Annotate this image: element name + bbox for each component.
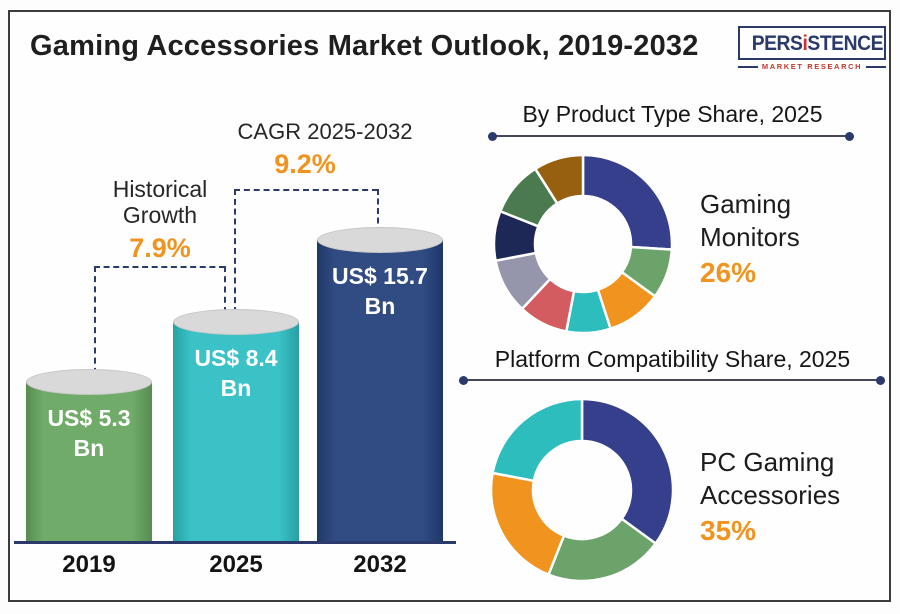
product-type-highlight-value: 26% xyxy=(700,257,757,288)
tagline-rule-left xyxy=(738,65,758,68)
bar-2019-unit: Bn xyxy=(73,434,105,461)
x-tick-2025: 2025 xyxy=(209,551,263,578)
platform-highlight-label: PC Gaming Accessories xyxy=(700,447,841,510)
historical-growth-value: 7.9% xyxy=(129,233,191,263)
bar-2025-unit: Bn xyxy=(220,374,252,401)
bar-2032: US$ 15.7 Bn xyxy=(317,227,443,543)
tagline-rule-right xyxy=(866,65,887,68)
infographic-frame xyxy=(8,10,891,602)
donut-segment xyxy=(491,397,584,483)
bar-2025-shade xyxy=(173,322,299,543)
donut-segment xyxy=(533,153,585,206)
brand-logo-box: PERSiSTENCE xyxy=(738,26,886,60)
brand-logo: PERSiSTENCE MARKET RESEARCH xyxy=(738,26,887,71)
platform-highlight-value: 35% xyxy=(700,515,757,546)
product-type-divider xyxy=(488,131,854,141)
brand-tagline-text: MARKET RESEARCH xyxy=(761,62,863,71)
product-type-highlight: Gaming Monitors 26% xyxy=(700,188,875,289)
product-type-section-title: By Product Type Share, 2025 xyxy=(522,101,823,127)
x-tick-2019: 2019 xyxy=(62,551,116,578)
historical-bracket-horizontal xyxy=(94,266,225,268)
cagr-bracket-drop-2032 xyxy=(377,189,379,233)
bar-2025-top-ellipse xyxy=(173,309,299,335)
brand-name-part2: STENCE xyxy=(807,32,884,55)
historical-bracket-drop-2025 xyxy=(224,266,226,313)
historical-growth-label: Historical Growth xyxy=(112,176,208,229)
bar-2025-value-label: US$ 8.4 Bn xyxy=(173,344,299,404)
bar-2019-value: US$ 5.3 xyxy=(47,405,131,431)
bar-2032-value: US$ 15.7 xyxy=(332,263,428,289)
bar-2032-body xyxy=(317,240,443,543)
bar-2019-shade xyxy=(26,382,152,543)
historical-bracket-drop-2019 xyxy=(94,266,96,384)
donut-segment xyxy=(489,471,566,577)
donut-segment xyxy=(581,153,674,251)
bar-2019: US$ 5.3 Bn xyxy=(26,369,152,543)
bar-2032-value-label: US$ 15.7 Bn xyxy=(317,262,443,322)
cagr-label: CAGR 2025-2032 xyxy=(237,119,413,144)
cagr-bracket-horizontal xyxy=(234,189,378,191)
brand-name: PERSiSTENCE xyxy=(751,32,884,56)
platform-highlight: PC Gaming Accessories 35% xyxy=(700,446,880,547)
bar-2025-body xyxy=(173,322,299,543)
bar-2032-top-ellipse xyxy=(317,227,443,253)
donut-segment xyxy=(580,397,675,546)
bar-2032-unit: Bn xyxy=(364,292,396,319)
bar-2025-value: US$ 8.4 xyxy=(194,345,278,371)
page-title: Gaming Accessories Market Outlook, 2019-… xyxy=(30,30,699,62)
bar-2019-body xyxy=(26,382,152,543)
x-tick-2032: 2032 xyxy=(353,551,407,578)
product-type-donut-chart xyxy=(492,153,674,335)
brand-name-i: i xyxy=(802,32,808,55)
brand-tagline: MARKET RESEARCH xyxy=(738,62,887,71)
platform-section-title: Platform Compatibility Share, 2025 xyxy=(494,346,851,372)
product-type-highlight-label: Gaming Monitors xyxy=(700,189,800,252)
platform-donut-chart xyxy=(489,397,675,583)
bar-2019-top-ellipse xyxy=(26,369,152,395)
bar-2019-value-label: US$ 5.3 Bn xyxy=(26,404,152,464)
bar-2032-shade xyxy=(317,240,443,543)
platform-divider xyxy=(459,375,885,385)
bar-2025: US$ 8.4 Bn xyxy=(173,309,299,543)
cagr-value: 9.2% xyxy=(274,149,336,179)
cagr-bracket-drop-2025 xyxy=(234,189,236,313)
x-axis-line xyxy=(14,541,456,544)
brand-name-part1: PERS xyxy=(751,32,803,55)
